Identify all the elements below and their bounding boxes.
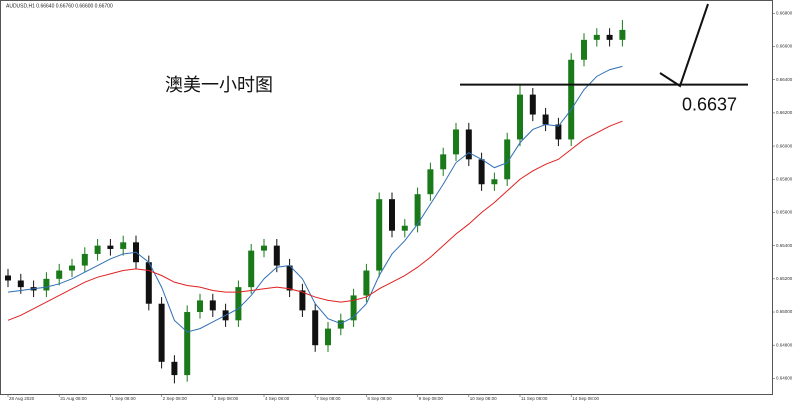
candle-body — [69, 265, 75, 271]
candle-body — [81, 253, 88, 266]
candle-body — [427, 169, 434, 195]
candle-body — [248, 250, 255, 288]
candle-body — [337, 320, 344, 329]
y-tick-label: 0.65000 — [776, 309, 793, 314]
candle-body — [56, 270, 63, 279]
y-tick-label: 0.64800 — [776, 342, 793, 347]
x-tick-label: 9 Sep 08:00 — [419, 396, 444, 401]
plot-frame — [0, 0, 773, 395]
candle-body — [581, 39, 587, 60]
y-tick-label: 0.66800 — [776, 10, 793, 15]
candle-body — [606, 34, 613, 40]
candle-body — [158, 303, 165, 362]
candle-body — [325, 328, 331, 346]
candle-body — [5, 275, 11, 281]
candle-body — [529, 94, 536, 115]
candle-body — [43, 278, 50, 291]
x-tick-label: 31 Aug 08:00 — [60, 396, 87, 401]
candle-body — [453, 129, 459, 155]
candle-body — [568, 59, 575, 140]
chart-header: AUDUSD,H1 0.66640 0.66760 0.66600 0.6670… — [6, 3, 113, 9]
y-tick-label: 0.66600 — [776, 44, 793, 49]
x-tick-label: 28 Aug 2020 — [9, 396, 35, 401]
candle-body — [197, 300, 203, 313]
y-tick-label: 0.65600 — [776, 210, 793, 215]
x-tick-label: 7 Sep 08:00 — [316, 396, 341, 401]
candle-body — [184, 312, 191, 376]
moving-average — [7, 120, 623, 321]
candle-body — [145, 262, 152, 304]
x-tick-label: 1 Sep 08:00 — [111, 396, 136, 401]
x-tick-label: 14 Sep 08:00 — [572, 396, 599, 401]
candle-body — [120, 242, 127, 249]
candle-body — [504, 139, 511, 180]
y-tick-label: 0.64600 — [776, 376, 793, 381]
candle-body — [363, 270, 370, 296]
x-tick-label: 4 Sep 08:00 — [265, 396, 290, 401]
y-tick-label: 0.65200 — [776, 276, 793, 281]
y-tick-label: 0.65400 — [776, 243, 793, 248]
candle-body — [619, 29, 626, 40]
y-tick-label: 0.65800 — [776, 176, 793, 181]
x-tick-label: 2 Sep 08:00 — [163, 396, 188, 401]
candle-body — [465, 129, 472, 160]
x-tick-label: 11 Sep 08:00 — [521, 396, 548, 401]
candle-body — [376, 199, 383, 271]
candle-body — [312, 310, 319, 346]
candle-body — [171, 361, 178, 376]
chart-title: 澳美一小时图 — [165, 75, 273, 95]
candle-body — [414, 194, 421, 226]
x-tick-label: 10 Sep 08:00 — [470, 396, 497, 401]
x-tick-label: 3 Sep 08:00 — [214, 396, 239, 401]
candle-body — [517, 94, 523, 140]
level-label: 0.6637 — [682, 94, 737, 114]
candle-body — [107, 245, 114, 249]
candle-body — [555, 124, 562, 140]
candle-body — [542, 114, 549, 125]
moving-average — [7, 65, 623, 333]
y-tick-label: 0.66000 — [776, 143, 793, 148]
y-tick-label: 0.66400 — [776, 77, 793, 82]
annotation-arrow — [659, 3, 709, 88]
candle-body — [389, 199, 395, 231]
y-tick-label: 0.66200 — [776, 110, 793, 115]
x-tick-label: 8 Sep 08:00 — [367, 396, 392, 401]
candle-body — [17, 280, 24, 288]
candle-body — [235, 287, 242, 321]
candle-body — [299, 290, 306, 311]
candle-body — [273, 245, 280, 266]
candle-body — [478, 159, 485, 185]
candle-body — [401, 225, 408, 231]
candle-body — [261, 245, 267, 251]
candle-body — [286, 265, 293, 291]
candle-body — [440, 154, 447, 170]
candle-body — [593, 34, 600, 40]
candle-body — [94, 245, 101, 254]
candle-body — [209, 300, 216, 311]
candle-body — [491, 179, 498, 185]
candle-body — [350, 295, 357, 321]
